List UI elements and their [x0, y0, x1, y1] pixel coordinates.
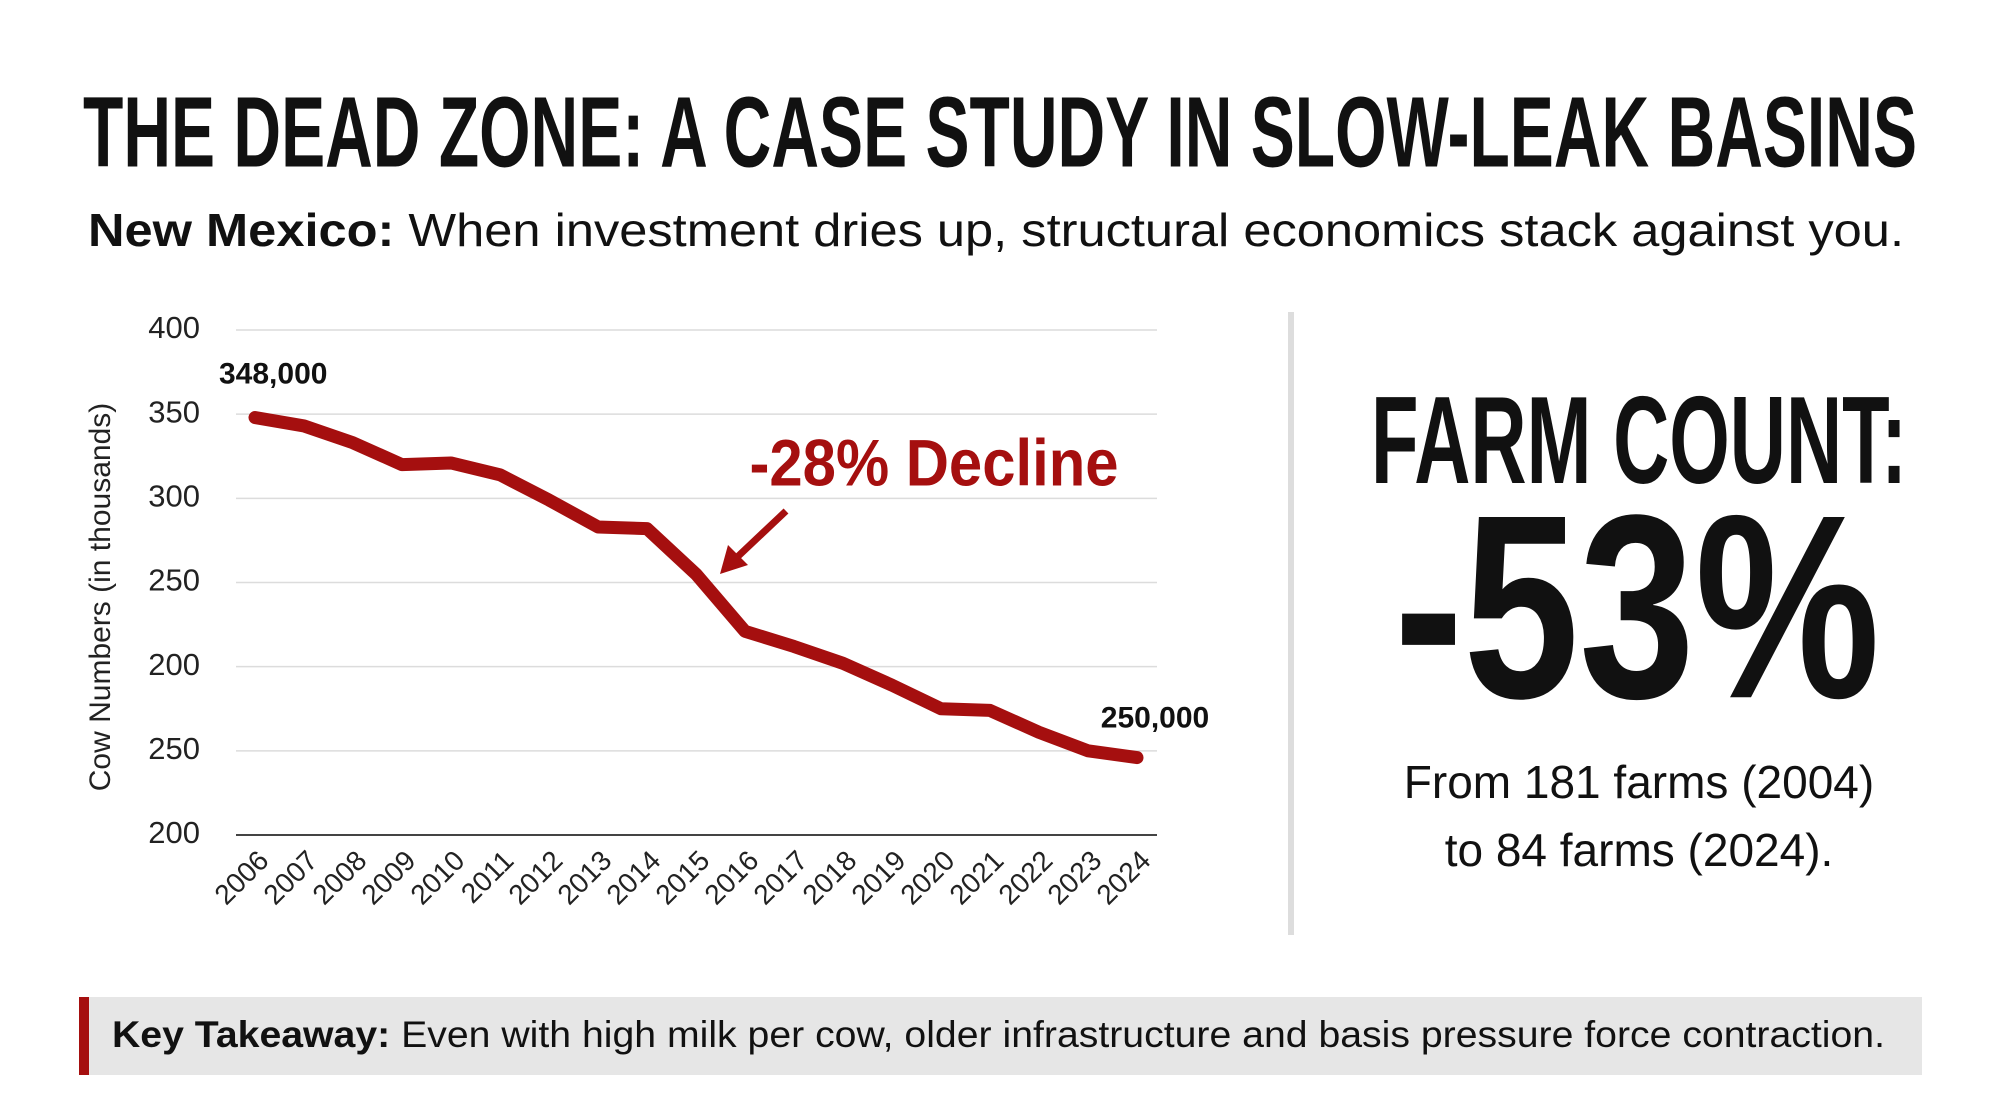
x-tick-label: 2011 — [455, 845, 520, 910]
y-tick-label: 200 — [148, 815, 200, 850]
x-tick-label: 2021 — [943, 845, 1009, 911]
x-tick-label: 2017 — [747, 845, 813, 911]
start-label: 348,000 — [219, 357, 327, 390]
takeaway-lead: Key Takeaway: — [112, 1014, 390, 1055]
x-tick-label: 2023 — [1041, 845, 1107, 911]
annotation-arrow — [729, 508, 789, 565]
panel-line: to 84 farms (2024). — [1445, 824, 1834, 876]
x-tick-label: 2019 — [845, 845, 911, 911]
y-tick-label: 350 — [148, 394, 200, 429]
x-tick-label: 2020 — [894, 845, 960, 911]
y-tick-label: 400 — [148, 310, 200, 345]
subtitle-lead: New Mexico: — [88, 204, 394, 256]
x-tick-label: 2012 — [502, 845, 568, 911]
x-tick-label: 2022 — [992, 845, 1058, 911]
y-axis-label: Cow Numbers (in thousands) — [84, 403, 117, 792]
takeaway: Key Takeaway: Even with high milk per co… — [112, 1014, 1885, 1055]
x-tick-label: 2009 — [355, 845, 421, 911]
y-tick-label: 250 — [148, 563, 200, 598]
arrow-head — [720, 545, 748, 574]
x-tick-label: 2013 — [551, 845, 617, 911]
x-tick-label: 2015 — [649, 845, 715, 911]
x-tick-label: 2018 — [796, 845, 862, 911]
panel-heading: FARM COUNT: — [1371, 372, 1907, 510]
takeaway-text: Even with high milk per cow, older infra… — [390, 1014, 1885, 1055]
y-tick-label: 250 — [148, 731, 200, 766]
x-tick-label: 2016 — [698, 845, 764, 911]
x-tick-label: 2014 — [600, 845, 666, 911]
x-tick-label: 2024 — [1090, 845, 1156, 911]
y-tick-label: 200 — [148, 647, 200, 682]
takeaway-bar — [79, 997, 89, 1075]
annotation: -28% Decline — [750, 425, 1119, 499]
subtitle-text: When investment dries up, structural eco… — [394, 204, 1904, 256]
x-tick-label: 2008 — [306, 845, 372, 911]
y-tick-label: 300 — [148, 479, 200, 514]
x-tick-label: 2006 — [208, 845, 274, 911]
end-label: 250,000 — [1101, 701, 1209, 734]
subtitle: New Mexico: When investment dries up, st… — [88, 204, 1904, 256]
panel-big: -53% — [1394, 460, 1880, 753]
title: THE DEAD ZONE: A CASE STUDY IN SLOW-LEAK… — [83, 76, 1917, 188]
x-tick-label: 2007 — [257, 845, 323, 911]
data-line — [248, 411, 1144, 765]
x-tick-label: 2010 — [404, 845, 470, 911]
panel-line: From 181 farms (2004) — [1404, 756, 1874, 808]
takeaway-box — [79, 997, 1922, 1075]
